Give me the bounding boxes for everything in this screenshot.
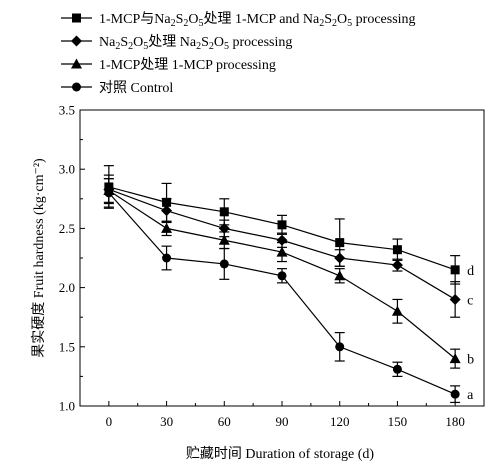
data-point	[334, 252, 346, 264]
legend-text-part: 对照 Control	[99, 80, 173, 96]
x-tick-label: 0	[106, 414, 113, 429]
data-point	[392, 364, 402, 374]
legend-label: Na2S2O5处理 Na2S2O5 processing	[99, 34, 292, 52]
legend-marker	[72, 13, 81, 23]
y-axis-title: 果实硬度 Fruit hardness (kg·cm⁻²)	[31, 158, 47, 358]
plot-area: dc b a	[103, 165, 474, 403]
series-1: d	[103, 165, 474, 285]
data-point	[277, 220, 287, 230]
data-point	[391, 259, 403, 271]
legend-subscript: 5	[198, 18, 203, 29]
legend-marker	[71, 35, 82, 47]
data-point	[335, 238, 345, 248]
significance-label: d	[467, 264, 474, 279]
data-point	[104, 188, 114, 198]
y-tick-label: 1.0	[59, 399, 75, 414]
data-point	[450, 265, 460, 275]
data-point	[449, 293, 461, 305]
legend-label: 1-MCP处理 1-MCP processing	[99, 57, 276, 73]
x-tick-label: 30	[160, 414, 173, 429]
legend-subscript: 2	[128, 41, 133, 52]
legend-subscript: 5	[143, 41, 148, 52]
data-point	[219, 207, 229, 217]
y-tick-label: 3.0	[59, 162, 75, 177]
legend-text-part: S	[176, 12, 184, 27]
data-point	[218, 222, 230, 234]
legend-text-part: 处理 1-MCP and Na	[203, 11, 320, 27]
x-tick-label: 90	[276, 414, 289, 429]
legend-text-part: 1-MCP与Na	[99, 11, 171, 27]
legend-subscript: 2	[171, 18, 176, 29]
legend-entry-1: 1-MCP与Na2S2O5处理 1-MCP and Na2S2O5 proces…	[61, 11, 416, 29]
significance-label: a	[467, 388, 474, 403]
legend-subscript: 2	[209, 41, 214, 52]
data-point	[335, 342, 345, 352]
data-point	[219, 259, 229, 269]
legend-text-part: O	[133, 35, 143, 50]
legend: 1-MCP与Na2S2O5处理 1-MCP and Na2S2O5 proces…	[61, 11, 416, 96]
legend-subscript: 2	[332, 18, 337, 29]
y-tick-label: 3.5	[59, 103, 75, 118]
data-point	[449, 353, 461, 364]
data-point	[391, 305, 403, 316]
data-point	[218, 234, 230, 245]
x-tick-label: 180	[445, 414, 465, 429]
axes: 1.0 1.5 2.0 2.5 3.0 3.5 0 30 60 90 120 150 180	[59, 103, 485, 429]
legend-text-part: O	[337, 12, 347, 27]
data-point	[161, 205, 173, 217]
data-point	[392, 245, 402, 255]
legend-subscript: 5	[347, 18, 352, 29]
legend-text-part: 处理 Na	[148, 34, 197, 50]
legend-subscript: 2	[196, 41, 201, 52]
x-tick-label: 60	[218, 414, 231, 429]
significance-label: b	[467, 353, 474, 368]
data-point	[161, 222, 173, 233]
series-4: a	[103, 178, 474, 403]
y-tick-label: 1.5	[59, 339, 75, 354]
legend-label: 对照 Control	[99, 80, 173, 96]
legend-text-part: O	[214, 35, 224, 50]
legend-text-part: S	[120, 35, 128, 50]
legend-subscript: 5	[224, 41, 229, 52]
data-point	[450, 389, 460, 399]
data-point	[277, 271, 287, 281]
legend-marker	[71, 58, 82, 69]
legend-text-part: 1-MCP处理 1-MCP processing	[99, 57, 276, 73]
legend-entry-2: Na2S2O5处理 Na2S2O5 processing	[61, 34, 292, 52]
data-point	[162, 253, 172, 263]
legend-text-part: Na	[99, 35, 116, 50]
series-2: c	[103, 174, 473, 318]
significance-label: c	[467, 293, 473, 308]
x-tick-label: 120	[330, 414, 350, 429]
legend-entry-3: 1-MCP处理 1-MCP processing	[61, 57, 276, 73]
legend-text-part: S	[324, 12, 332, 27]
legend-text-part: O	[188, 12, 198, 27]
series-3: b	[103, 178, 474, 369]
legend-text-part: S	[201, 35, 209, 50]
legend-subscript: 2	[183, 18, 188, 29]
data-point	[334, 270, 346, 281]
legend-text-part: processing	[352, 12, 415, 27]
legend-text-part: processing	[229, 35, 292, 50]
legend-entry-4: 对照 Control	[61, 80, 173, 96]
y-tick-label: 2.0	[59, 280, 75, 295]
legend-subscript: 2	[319, 18, 324, 29]
legend-marker	[72, 82, 81, 92]
legend-label: 1-MCP与Na2S2O5处理 1-MCP and Na2S2O5 proces…	[99, 11, 416, 29]
x-tick-label: 150	[388, 414, 408, 429]
legend-subscript: 2	[115, 41, 120, 52]
data-point	[276, 246, 288, 257]
x-axis-title: 贮藏时间 Duration of storage (d)	[186, 446, 375, 462]
y-tick-label: 2.5	[59, 221, 75, 236]
